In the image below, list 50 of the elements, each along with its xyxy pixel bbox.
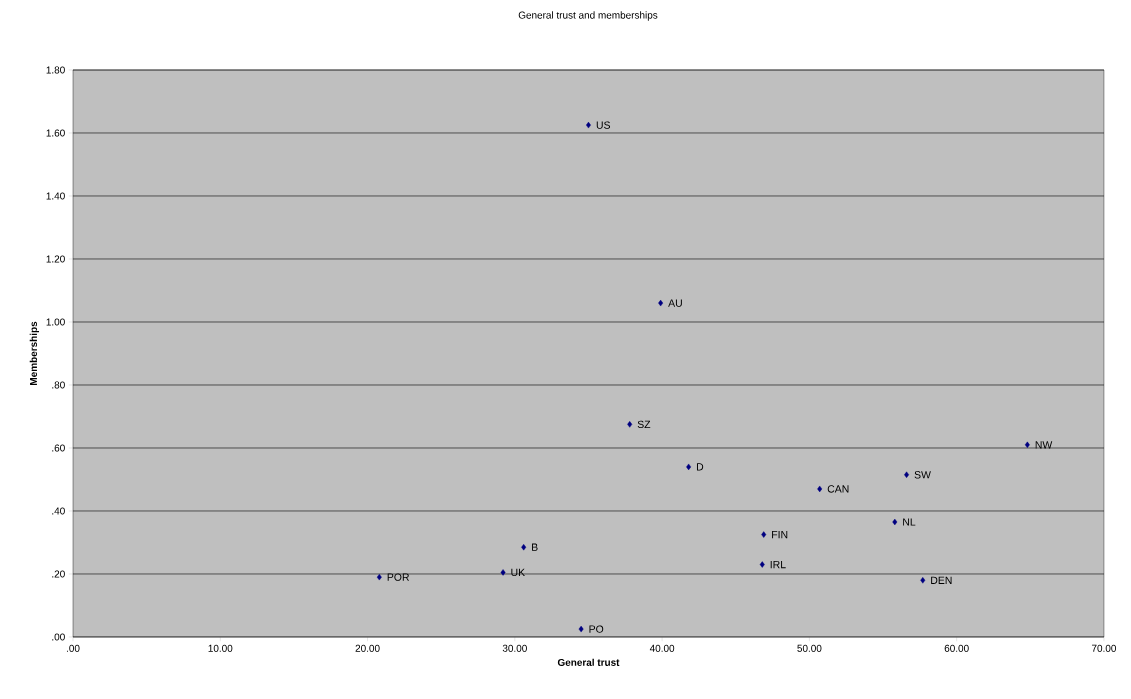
y-tick-label: 1.60	[46, 129, 65, 137]
x-tick-label: 50.00	[797, 644, 822, 652]
annotation: CAN	[827, 485, 849, 493]
x-axis-title: General trust	[557, 658, 620, 666]
point	[759, 561, 765, 568]
annotation: PO	[589, 625, 604, 633]
annotation: UK	[511, 568, 525, 577]
y-tick-label: .60	[52, 444, 65, 452]
point	[892, 518, 898, 526]
y-tick-label: .40	[52, 507, 65, 515]
point	[1024, 441, 1030, 449]
point	[686, 463, 692, 471]
point	[904, 471, 910, 478]
y-tick-label: 1.40	[46, 192, 65, 200]
y-tick-label: 1.80	[46, 66, 65, 74]
x-tick-label: 10.00	[208, 644, 233, 652]
y-tick-label: 1.00	[46, 318, 65, 326]
annotation: SZ	[637, 420, 651, 429]
y-tick-label: 1.20	[46, 255, 65, 263]
y-tick-label: .80	[52, 381, 65, 389]
annotation: B	[532, 543, 538, 551]
point	[376, 573, 382, 581]
x-tick-label: 60.00	[944, 644, 969, 652]
x-tick-label: 30.00	[502, 644, 527, 652]
x-tick-label: 20.00	[355, 644, 380, 652]
annotation: FIN	[772, 531, 788, 539]
point	[578, 625, 584, 633]
annotation: AU	[668, 299, 682, 307]
x-tick-label: 70.00	[1091, 644, 1117, 652]
point	[500, 569, 506, 576]
annotation: D	[696, 463, 704, 471]
annotation: POR	[387, 573, 410, 581]
x-tick-label: 40.00	[649, 644, 675, 652]
point	[920, 577, 926, 584]
annotation: NW	[1035, 441, 1053, 449]
y-tick-label: .20	[52, 570, 65, 578]
annotation: IRL	[770, 560, 786, 569]
point	[761, 531, 767, 538]
annotation: NL	[903, 518, 916, 526]
annotation: DEN	[931, 576, 952, 584]
point	[658, 299, 664, 307]
annotation: SW	[914, 471, 931, 479]
y-axis-title: Memberships	[29, 321, 39, 385]
point	[521, 544, 527, 551]
y-tick-label: .00	[52, 633, 65, 641]
point	[817, 485, 823, 493]
x-tick-label: .00	[66, 644, 80, 652]
chart-title: General trust and memberships	[518, 11, 658, 21]
point	[627, 421, 633, 428]
annotation: US	[596, 121, 611, 129]
